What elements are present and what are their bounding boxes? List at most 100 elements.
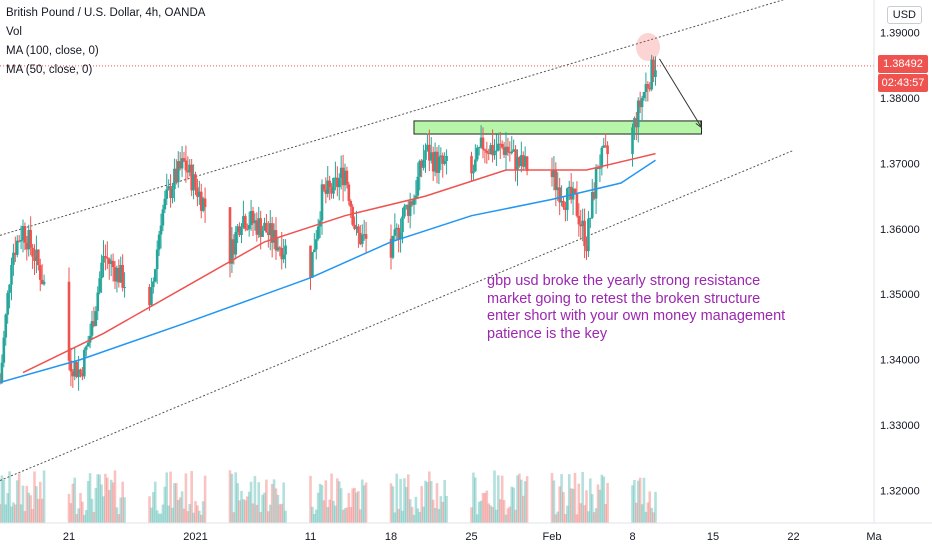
volume-bar [518,473,521,523]
candle-body [278,247,282,249]
currency-button[interactable]: USD [886,6,922,24]
volume-indicator-label[interactable]: Vol [6,26,22,38]
candle-body [635,118,638,128]
candle-body [332,177,335,194]
candle-body [268,223,272,236]
candle-body [364,234,368,239]
y-tick-label: 1.32000 [880,485,920,497]
volume-bar [320,485,324,523]
candle-body [270,223,274,243]
candle-body [474,159,477,172]
volume-bar [230,473,234,523]
volume-bar [255,504,259,523]
volume-bar [234,472,238,523]
candle-body [441,155,445,164]
candle-body [257,218,261,235]
volume-bar [259,511,262,523]
volume-bar [581,471,584,523]
candle-body [10,264,13,285]
volume-bar [228,470,232,523]
candle-body [569,186,573,200]
candle-body [100,262,103,279]
volume-bar [336,478,339,523]
candle-body [316,226,320,240]
candle-body [98,278,101,293]
volume-bar [42,470,46,523]
resistance-zone [413,120,702,135]
candle-body [334,177,337,179]
volume-bar [23,510,27,523]
volume-bar [389,483,393,523]
candle-body [550,171,554,178]
candle-body [648,87,652,90]
volume-bar [4,504,8,523]
candle-body [178,161,182,169]
candle-body [251,210,255,224]
volume-bar [251,503,255,523]
volume-bar [232,512,236,523]
volume-bar [40,498,44,523]
volume-bar [640,504,644,523]
candle-body [0,362,4,383]
volume-bar [426,482,429,523]
candle-body [523,156,527,167]
resistance-zone-layer [413,120,702,135]
symbol-title[interactable]: British Pound / U.S. Dollar, 4h, OANDA [6,7,206,19]
volume-bar [642,477,646,523]
projection-arrow-head [695,120,703,129]
candle-body [585,246,588,252]
candle-body [90,321,94,336]
bar-countdown-label: 02:43:57 [878,74,928,92]
candle-body [8,284,11,293]
volume-bar [98,474,101,523]
candle-body [573,188,577,194]
volume-bar [489,505,492,523]
candle-body [92,321,96,326]
candle-body [581,220,584,227]
volume-bar [175,483,178,523]
candle-body [267,232,270,236]
x-tick-label: 21 [63,531,75,543]
volume-bar [443,479,446,523]
volume-bar [92,511,96,523]
volume-bar [71,483,75,523]
ma100-indicator-label[interactable]: MA (100, close, 0) [6,45,99,57]
candle-body [184,160,188,171]
volume-bar [633,480,636,523]
volume-bar [311,506,314,523]
x-tick-label: Ma [866,531,882,543]
candle-body [157,234,161,250]
candle-body [102,256,105,263]
volume-bar [414,496,418,523]
volume-bar [343,508,347,523]
candle-body [199,191,203,211]
candle-body [360,235,364,245]
volume-bar [0,475,4,523]
volume-bar [583,505,586,523]
candle-body [314,239,318,250]
volume-bar [322,500,326,523]
trade-note: gbp usd broke the yearly strong resistan… [487,273,785,343]
candle-body [640,98,644,108]
volume-bar [280,503,284,523]
candle-body [600,147,604,168]
volume-bar [150,507,153,523]
volume-bar [429,481,433,523]
volume-bar [274,488,278,523]
candle-body [642,91,646,99]
volume-bar [638,477,642,523]
candle-body [234,231,238,255]
volume-bar [37,498,40,523]
ma50-indicator-label[interactable]: MA (50, close, 0) [6,64,93,76]
volume-bar [405,487,408,523]
candle-body [77,369,80,377]
trade-note-line-2: market going to retest the broken struct… [487,290,761,307]
candle-body [245,228,249,230]
candle-body [309,245,312,278]
volume-bar [242,499,245,523]
candle-body [25,242,29,250]
candle-body [161,209,165,226]
candle-body [322,184,326,190]
candle-body [410,201,414,205]
